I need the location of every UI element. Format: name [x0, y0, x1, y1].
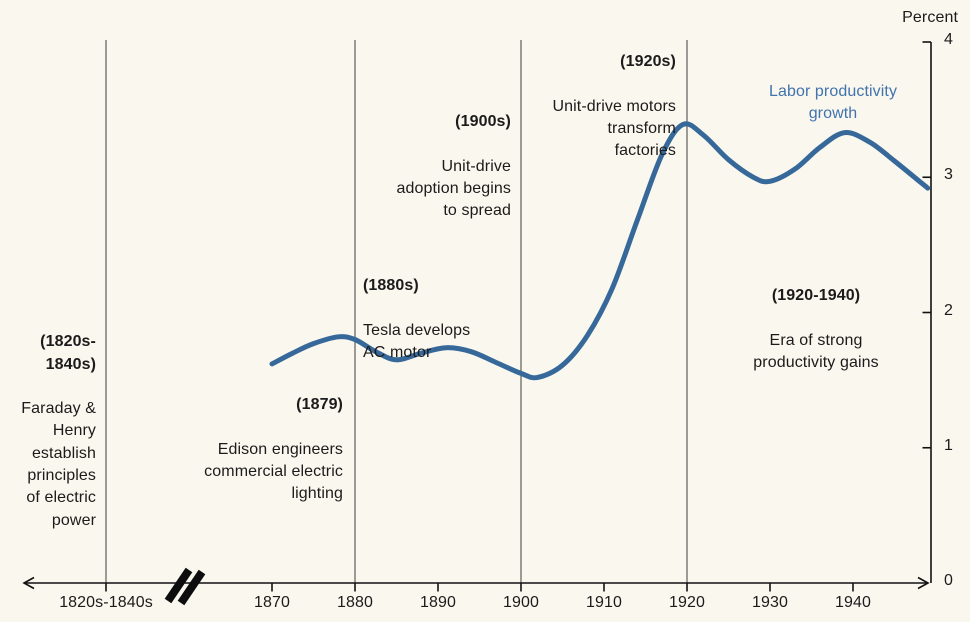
y-axis-tick-label: 0: [944, 572, 953, 589]
annotation-title: (1820s- 1840s): [40, 333, 96, 373]
annotation-body: Era of strong productivity gains: [753, 331, 879, 372]
annotation-title: (1900s): [455, 113, 511, 131]
x-axis-tick-label: 1880: [337, 594, 373, 611]
y-axis-title: Percent: [902, 9, 958, 26]
annotation-body: Unit-drive motors transform factories: [552, 97, 676, 160]
annotation-body: Unit-drive adoption begins to spread: [396, 157, 511, 220]
productivity-line: [269, 121, 931, 381]
y-axis-tick-label: 3: [944, 166, 953, 184]
y-axis-tick-label: 4: [944, 31, 953, 48]
x-axis-tick-label: 1890: [420, 594, 456, 611]
annotation-unit-drive-transform: (1920s) Unit-drive motors transform fact…: [552, 29, 676, 185]
y-axis-tick-label: 2: [944, 301, 953, 319]
annotation-title: (1920-1940): [771, 287, 861, 305]
x-axis-tick-label: 1870: [254, 594, 290, 611]
series-label: Labor productivity growth: [768, 83, 898, 123]
annotation-body: Edison engineers commercial electric lig…: [204, 440, 343, 503]
annotation-unit-drive-adoption: (1900s) Unit-drive adoption begins to sp…: [397, 89, 511, 245]
annotation-era-productivity-gains: (1920-1940) Era of strong productivity g…: [740, 263, 892, 397]
annotation-body: Faraday & Henry establish principles of …: [21, 400, 96, 529]
x-axis-tick-label: 1920: [669, 594, 705, 611]
x-axis-tick-label: 1910: [586, 594, 622, 611]
annotation-tesla-ac-motor: (1880s) Tesla develops AC motor: [363, 253, 470, 387]
annotation-title: (1920s): [620, 53, 676, 71]
x-axis-arrow-left-icon: [22, 576, 35, 590]
x-axis-tick-label: 1940: [835, 594, 871, 611]
axis-break-icon: [177, 569, 206, 606]
annotation-faraday-henry: (1820s- 1840s) Faraday & Henry establish…: [21, 309, 96, 554]
annotation-edison-lighting: (1879) Edison engineers commercial elect…: [204, 372, 343, 528]
x-axis-arrow-right-icon: [917, 576, 930, 590]
axis-break-icon: [164, 567, 193, 604]
annotation-body: Tesla develops AC motor: [363, 321, 471, 362]
y-axis-tick-label: 1: [944, 436, 953, 454]
x-axis-tick-label: 1930: [752, 594, 788, 611]
x-axis-tick-label: 1820s-1840s: [59, 594, 153, 611]
annotation-title: (1879): [296, 396, 343, 414]
x-axis-tick-label: 1900: [503, 594, 539, 611]
annotation-title: (1880s): [363, 277, 419, 295]
